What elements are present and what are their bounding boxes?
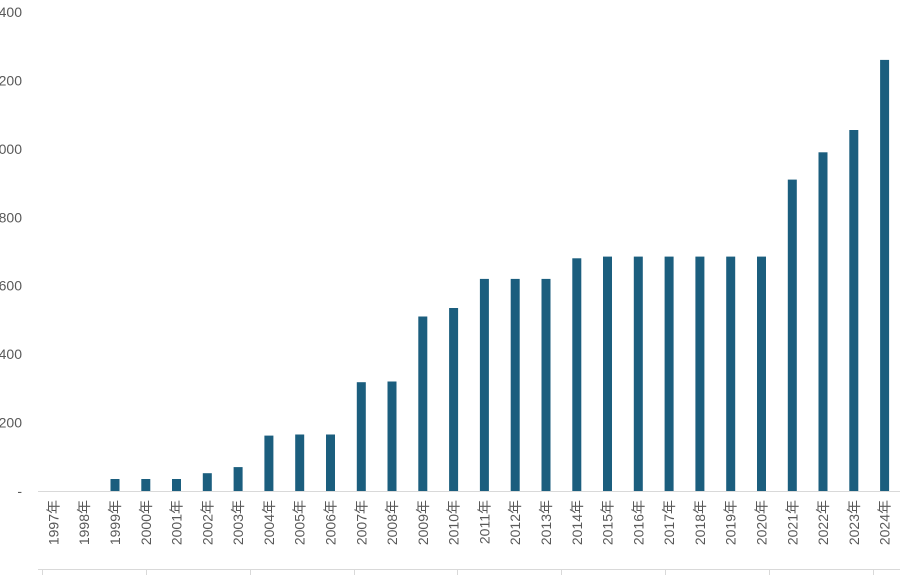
x-tick-label: 2019年 — [723, 500, 739, 545]
bar — [387, 381, 397, 491]
x-tick-label: 1998年 — [76, 500, 92, 545]
x-tick-label: 2013年 — [538, 500, 554, 545]
bar — [695, 256, 705, 491]
x-tick-label: 1997年 — [45, 500, 61, 545]
x-tick-label: 2003年 — [230, 500, 246, 545]
x-tick-label: 2004年 — [261, 500, 277, 545]
bar — [572, 258, 582, 491]
bar — [849, 130, 859, 491]
x-tick-label: 2005年 — [292, 500, 308, 545]
bar — [418, 316, 428, 491]
bar — [603, 256, 612, 491]
bar — [326, 434, 335, 491]
bar — [757, 256, 766, 491]
x-tick-label: 2021年 — [784, 500, 800, 545]
bar — [356, 382, 366, 491]
x-tick-label: 2023年 — [846, 500, 862, 545]
x-tick-label: 2006年 — [322, 500, 338, 545]
bar — [880, 59, 890, 492]
bar — [510, 278, 520, 491]
y-axis: - 200 400 600 800 1,000 1,200 1,400 — [0, 4, 22, 499]
bar — [110, 479, 120, 491]
bar — [449, 308, 459, 491]
bar — [633, 256, 643, 491]
x-tick-label: 2018年 — [692, 500, 708, 545]
y-tick-label: 200 — [0, 415, 22, 431]
x-tick-label: 2008年 — [384, 500, 400, 545]
bottom-ticks — [42, 569, 874, 575]
y-tick-label: 1,000 — [0, 141, 22, 157]
x-tick-label: 2011年 — [476, 500, 492, 544]
x-tick-label: 2020年 — [753, 500, 769, 545]
bar — [172, 479, 181, 491]
bar — [295, 434, 305, 491]
x-tick-label: 2010年 — [446, 500, 462, 545]
bar — [233, 467, 243, 491]
x-tick-label: 2016年 — [630, 500, 646, 545]
y-tick-label: 1,400 — [0, 4, 22, 20]
bar — [264, 435, 274, 491]
x-tick-label: 2015年 — [600, 500, 616, 545]
x-tick-label: 2001年 — [169, 500, 185, 545]
bar — [726, 256, 736, 491]
y-tick-label: 600 — [0, 278, 22, 294]
bar — [664, 256, 674, 491]
x-tick-label: 2002年 — [199, 500, 215, 545]
bar — [818, 152, 828, 492]
x-tick-label: 2007年 — [353, 500, 369, 545]
x-tick-label: 2024年 — [877, 500, 893, 545]
y-tick-label: 400 — [0, 346, 22, 362]
bar — [202, 473, 212, 491]
y-tick-label: 1,200 — [0, 72, 22, 88]
x-tick-label: 2017年 — [661, 500, 677, 545]
y-tick-label: - — [17, 483, 22, 499]
bars — [110, 59, 890, 492]
x-tick-label: 2009年 — [415, 500, 431, 545]
x-axis-labels: 1997年 1998年 1999年 2000年 2001年 2002年 2003年 2004年… — [45, 500, 892, 545]
x-tick-label: 2000年 — [138, 500, 154, 545]
bar — [141, 479, 151, 491]
x-tick-label: 2012年 — [507, 500, 523, 545]
x-tick-label: 2022年 — [815, 500, 831, 545]
bar — [541, 278, 551, 491]
x-tick-label: 1999年 — [107, 500, 123, 545]
bar — [787, 179, 797, 491]
bar — [479, 278, 489, 491]
x-tick-label: 2014年 — [569, 500, 585, 545]
y-tick-label: 800 — [0, 209, 22, 225]
